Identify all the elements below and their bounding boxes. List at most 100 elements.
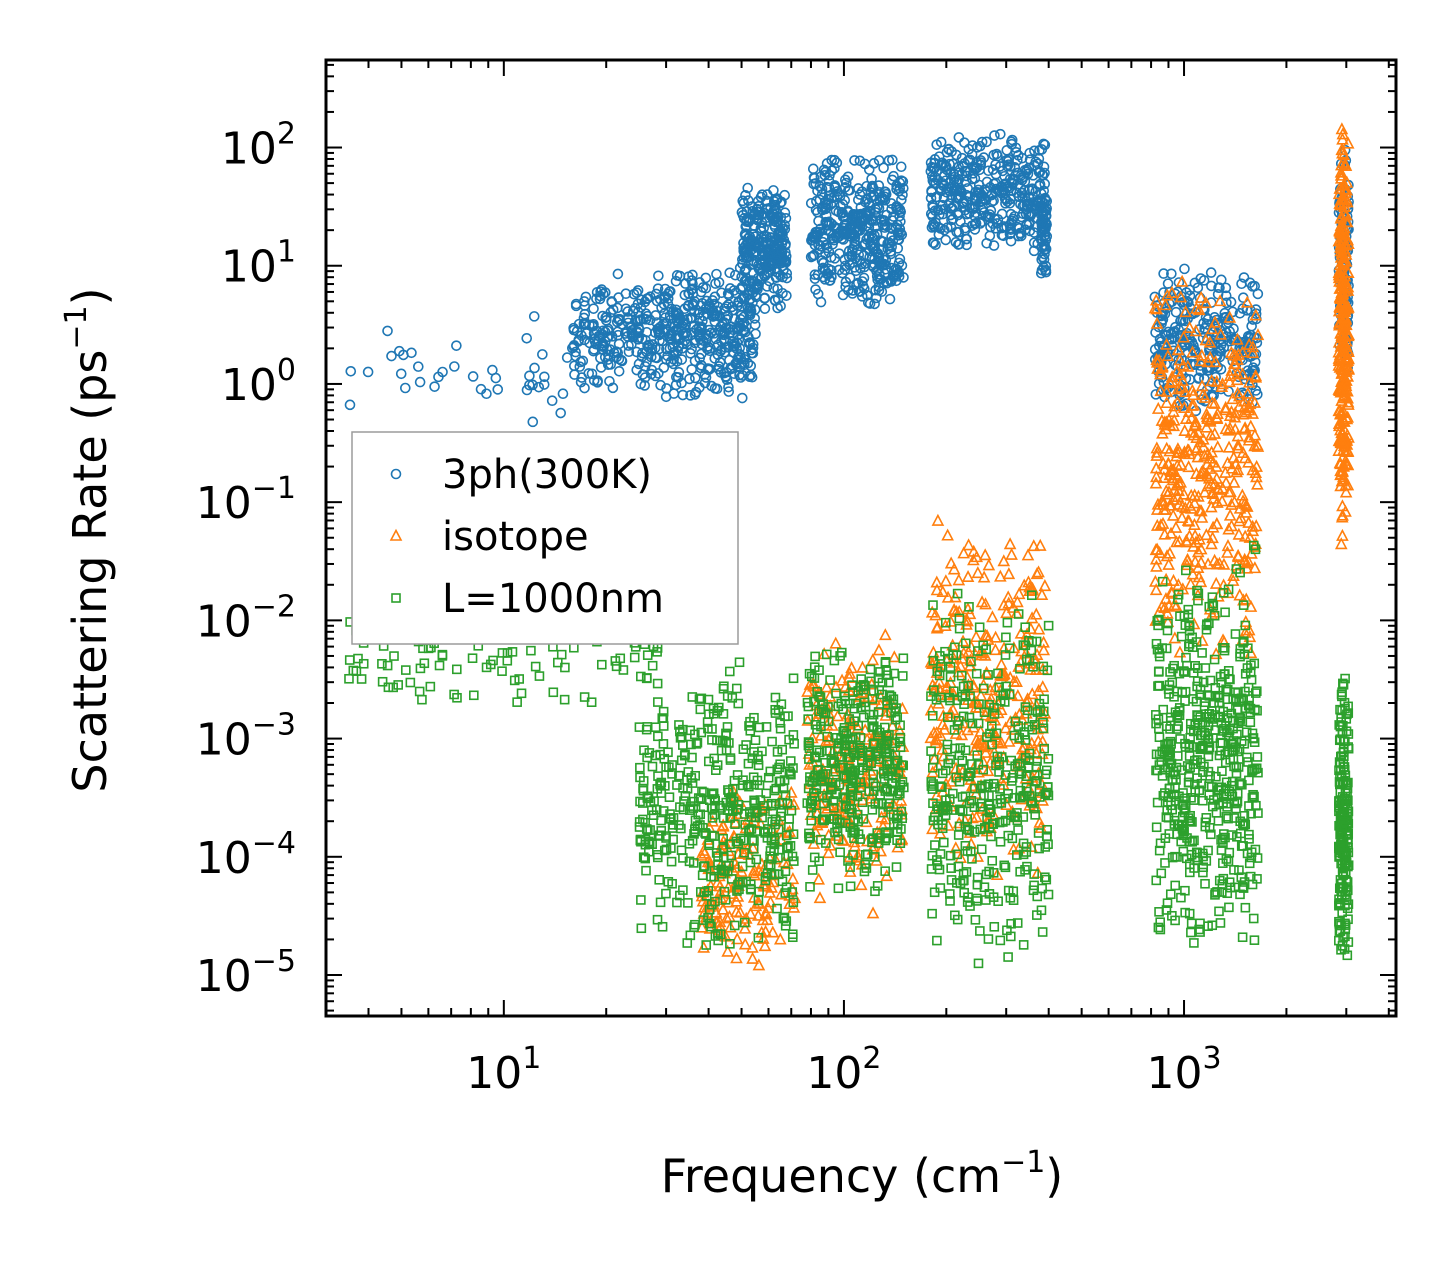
data-point [672,372,684,383]
data-point [377,676,388,687]
data-point [807,163,819,175]
data-point [818,164,830,176]
data-point [705,327,717,339]
data-point [730,269,741,281]
data-point [746,951,759,964]
data-point [809,173,820,184]
data-point [695,704,706,715]
data-point [984,211,995,223]
data-point [853,249,865,261]
data-point [1032,158,1044,170]
data-point [736,207,748,218]
data-point [968,203,980,215]
data-point [976,216,988,228]
data-point [859,214,870,226]
data-point [989,213,1001,224]
data-point [891,184,902,195]
data-point [620,288,632,300]
data-point [650,310,661,321]
data-point [741,214,752,226]
data-point [959,137,970,148]
data-point [943,143,955,155]
data-point [1021,548,1035,561]
data-point [700,272,712,284]
data-point [1169,520,1183,533]
data-point [931,139,942,150]
data-point [897,182,909,194]
data-point [898,653,909,664]
data-point [1038,138,1049,150]
data-point [449,361,460,372]
data-point [993,569,1007,582]
data-point [344,655,355,665]
data-point [787,929,798,940]
data-point [751,291,762,303]
data-point [931,513,945,526]
data-point [947,158,959,170]
data-point [467,653,478,664]
data-point [721,301,732,312]
data-point [940,234,952,246]
data-point [1041,219,1052,230]
data-point [775,300,786,312]
data-point [891,180,902,191]
data-point [393,680,403,690]
data-point [880,188,892,200]
data-point [684,373,695,385]
data-point [664,286,675,298]
data-point [695,300,707,312]
data-point [1021,199,1033,211]
data-point [693,326,705,338]
data-point [732,770,743,780]
data-point [874,187,885,198]
data-point [723,381,734,393]
data-point [751,203,763,215]
data-point [1035,587,1049,600]
data-points-layer [344,122,1356,971]
data-point [662,293,674,304]
data-point [1021,218,1032,230]
data-point [682,938,693,948]
data-point [811,195,822,207]
data-point [975,196,986,208]
data-point [614,313,625,325]
data-point [854,255,866,267]
data-point [972,187,984,198]
data-point [528,311,540,322]
data-point [557,388,569,400]
data-point [718,317,730,328]
data-point [451,340,462,351]
data-point [703,324,715,336]
data-point [783,711,793,721]
data-point [709,291,721,303]
data-point [429,381,440,392]
data-point [497,666,507,676]
data-point [928,237,940,249]
data-point [928,177,940,189]
data-point [636,923,647,934]
data-point [345,366,357,377]
data-point [931,165,942,177]
data-point [580,291,592,303]
data-point [860,815,873,828]
data-point [945,168,956,180]
data-point [1040,260,1052,272]
data-point [724,283,736,294]
data-point [1223,508,1237,521]
data-point [344,399,356,411]
data-point [957,198,969,209]
data-point [671,270,683,281]
data-point [1003,952,1013,962]
data-point [941,528,954,541]
data-point [487,364,498,376]
data-point [1213,294,1227,307]
data-point [413,361,424,372]
data-point [978,152,990,163]
data-point [526,645,536,656]
data-point [570,346,581,358]
data-point [740,326,751,338]
data-point [676,354,688,365]
data-point [810,284,821,295]
data-point [998,221,1010,232]
data-point [720,305,731,317]
